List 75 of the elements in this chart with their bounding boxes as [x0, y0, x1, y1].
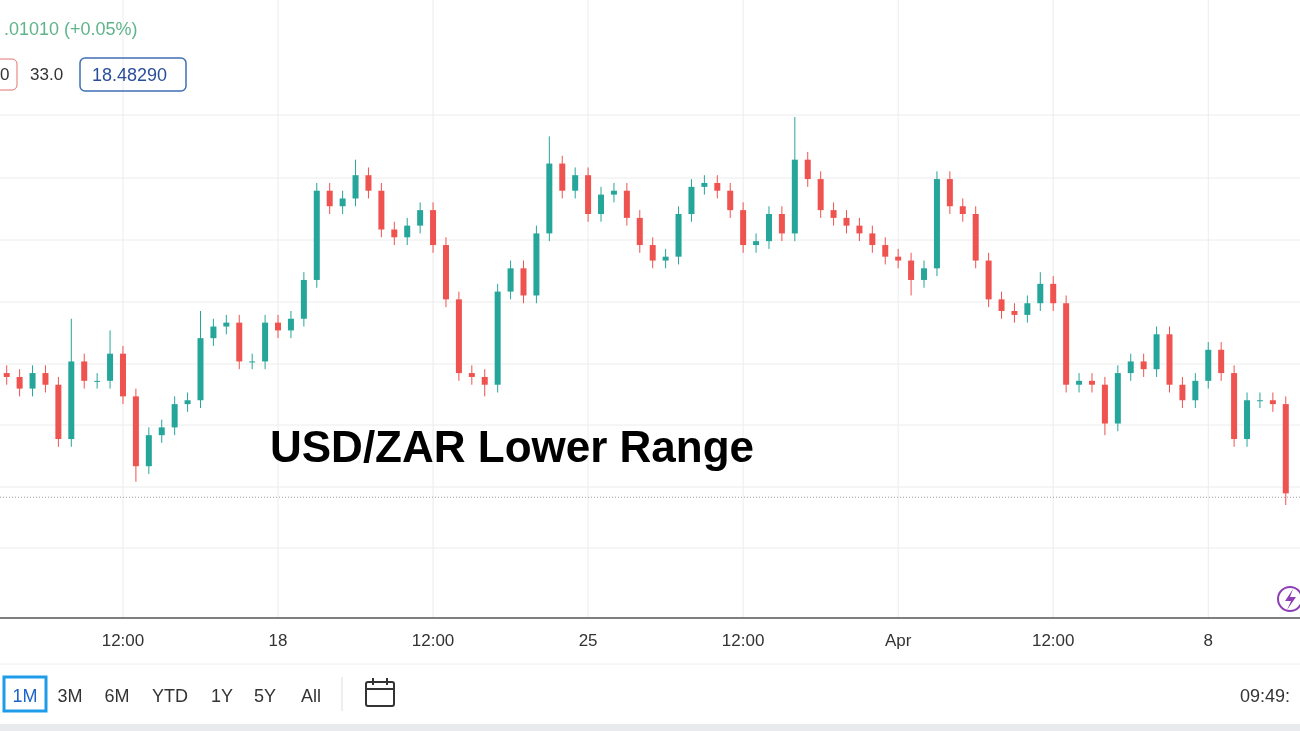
candlestick [16, 368, 23, 397]
candlestick [42, 364, 49, 393]
text: 3M [57, 686, 83, 706]
x-tick-label: 12:00 [101, 631, 145, 650]
x-tick-label: 25 [578, 631, 598, 650]
candlestick [184, 391, 191, 413]
candlestick [753, 232, 760, 254]
candlestick [778, 205, 785, 242]
text: 1Y [210, 686, 234, 706]
candlestick [662, 248, 669, 269]
candlestick [1024, 294, 1031, 324]
candlestick [1088, 372, 1095, 393]
candlestick [326, 182, 333, 215]
candlestick [869, 225, 876, 254]
candlestick [1269, 391, 1276, 413]
candlestick [998, 291, 1005, 320]
candlestick [1140, 353, 1147, 378]
candlestick [94, 372, 101, 390]
candlestick [959, 197, 966, 223]
text: .01010 (+0.05%) [4, 19, 138, 39]
x-tick-label: 12:00 [411, 631, 455, 650]
candlestick [1256, 391, 1263, 409]
candlestick [1011, 302, 1018, 324]
candlestick [701, 174, 708, 196]
x-tick-label: 18 [268, 631, 288, 650]
x-tick-label: 12:00 [721, 631, 765, 650]
candlestick [843, 209, 850, 234]
candlestick [895, 248, 902, 269]
candlestick [727, 182, 734, 219]
candlestick [3, 364, 10, 386]
candlestick [830, 201, 837, 227]
text: 0 [0, 65, 10, 84]
candlestick [352, 159, 359, 207]
text: All [300, 686, 322, 706]
text: 33.0 [30, 65, 64, 84]
text: 5Y [253, 686, 277, 706]
candlestick [1076, 372, 1083, 393]
text: 09:49: [1240, 686, 1291, 706]
candlestick [339, 190, 346, 215]
candlestick [598, 186, 605, 223]
candlestick [1127, 353, 1134, 382]
candlestick [468, 364, 475, 386]
candlestick [158, 419, 165, 444]
text: 1M [12, 686, 38, 706]
text: 18.48290 [92, 65, 168, 85]
candlestick [365, 166, 372, 199]
candlestick [29, 364, 36, 397]
x-tick-label: Apr [884, 631, 912, 650]
candlestick [1218, 341, 1225, 382]
candlestick [882, 236, 889, 265]
candlestick [481, 368, 488, 397]
candlestick [610, 182, 617, 203]
candlestick [908, 252, 915, 296]
candlestick [1192, 372, 1199, 409]
candlestick [210, 318, 217, 347]
candlestick [1037, 271, 1044, 312]
x-tick-label: 8 [1203, 631, 1213, 650]
x-tick-label: 12:00 [1031, 631, 1075, 650]
text: 6M [104, 686, 130, 706]
candlestick [507, 260, 514, 300]
candlestick [804, 151, 811, 188]
candlestick [714, 174, 721, 199]
annotation: USD/ZAR Lower Range [270, 422, 755, 471]
candlestick [223, 314, 230, 335]
candlestick [171, 395, 178, 436]
candlestick [1050, 275, 1057, 312]
candlestick [287, 310, 294, 339]
candlestick [417, 201, 424, 234]
candlestick [1179, 376, 1186, 409]
candlestick [572, 166, 579, 199]
candlestick [921, 260, 928, 289]
text: YTD [152, 686, 188, 706]
candlestick [81, 353, 88, 390]
candlestick [649, 236, 656, 269]
candlestick [404, 217, 411, 246]
